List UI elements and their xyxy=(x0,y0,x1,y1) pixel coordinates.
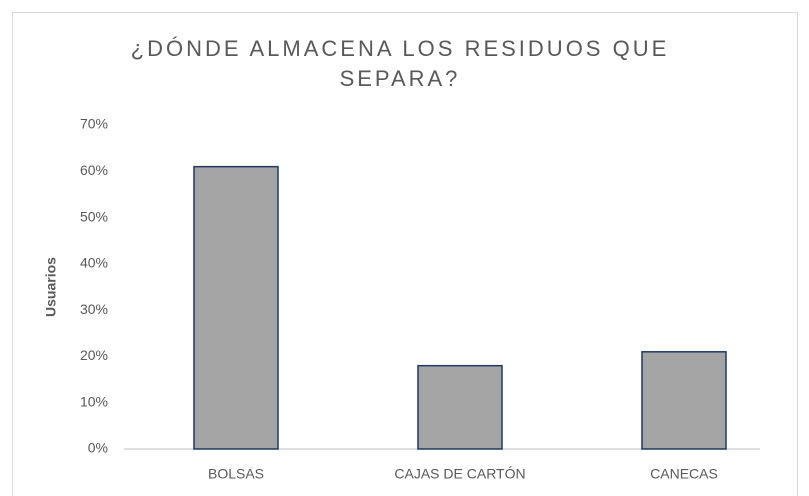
x-tick-label: BOLSAS xyxy=(208,466,264,482)
y-tick-label: 30% xyxy=(80,301,108,317)
chart-title: ¿DÓNDE ALMACENA LOS RESIDUOS QUE SEPARA? xyxy=(130,36,670,91)
bar xyxy=(193,165,279,450)
x-tick-label: CANECAS xyxy=(650,466,718,482)
y-tick-label: 60% xyxy=(80,162,108,178)
y-tick-label: 70% xyxy=(80,116,108,132)
y-axis-label: Usuarios xyxy=(43,257,59,317)
y-tick-label: 50% xyxy=(80,208,108,224)
y-tick-label: 0% xyxy=(88,440,108,456)
bar xyxy=(417,364,503,450)
chart-frame xyxy=(12,12,798,496)
y-tick-label: 40% xyxy=(80,255,108,271)
x-tick-label: CAJAS DE CARTÓN xyxy=(394,466,525,482)
y-tick-label: 10% xyxy=(80,393,108,409)
y-tick-label: 20% xyxy=(80,347,108,363)
bar xyxy=(641,351,727,450)
